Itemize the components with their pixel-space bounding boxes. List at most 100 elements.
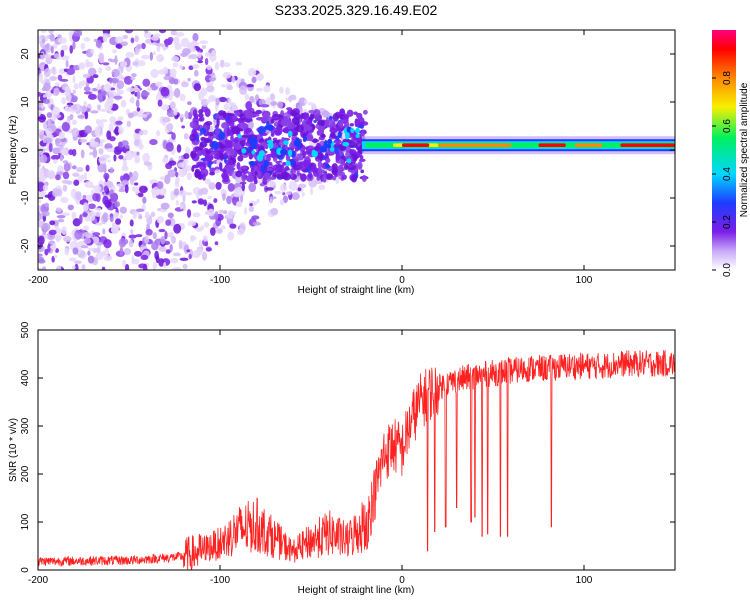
spectrogram-cell bbox=[290, 110, 298, 117]
snr-x-axis-title: Height of straight line (km) bbox=[298, 585, 415, 596]
spectrogram-cell bbox=[156, 54, 165, 63]
spectrogram-cell bbox=[170, 30, 178, 36]
spectrogram-cell bbox=[214, 169, 221, 174]
spectrogram-cell bbox=[176, 144, 182, 153]
spectrogram-cell bbox=[256, 154, 264, 162]
spectrogram-cell bbox=[72, 265, 76, 270]
spectrogram-cell bbox=[259, 116, 269, 121]
spectrogram-cell bbox=[122, 34, 129, 40]
spectrogram-cell bbox=[67, 204, 74, 211]
spectrogram-cell bbox=[246, 174, 255, 183]
spectrogram-cell bbox=[99, 141, 104, 148]
spectrogram-cell bbox=[213, 198, 218, 204]
spectrogram-cell bbox=[156, 42, 164, 47]
spectrogram-cell bbox=[183, 133, 189, 140]
spectrogram-cell bbox=[358, 144, 363, 154]
spectrogram-cell bbox=[62, 235, 72, 243]
spectrogram-cell bbox=[57, 218, 65, 223]
spectrogram-cell bbox=[188, 65, 194, 71]
spectrogram-cell bbox=[106, 147, 113, 153]
spectrogram-cell bbox=[68, 257, 77, 262]
spectrogram-cell bbox=[157, 99, 163, 107]
spectrogram-cell bbox=[353, 111, 358, 115]
spectrogram-cell bbox=[144, 235, 150, 245]
spectrogram-cell bbox=[195, 146, 199, 152]
spectrogram-cell bbox=[111, 222, 116, 226]
spectrogram-cell bbox=[187, 77, 191, 82]
spectrogram-cell bbox=[237, 134, 242, 139]
spectrogram-cell bbox=[189, 133, 197, 142]
spectrogram-cell bbox=[39, 172, 44, 180]
spectrogram-cell bbox=[73, 83, 79, 90]
spectrogram-cell bbox=[223, 155, 227, 163]
spectrogram-cell bbox=[350, 127, 355, 134]
snr-y-tick-label: 200 bbox=[20, 465, 31, 482]
spectrogram-cell bbox=[79, 105, 88, 113]
spectrogram-cell bbox=[226, 216, 234, 225]
spectrogram-cell bbox=[95, 118, 101, 125]
spectrogram-cell bbox=[334, 146, 340, 155]
spectrogram-cell bbox=[123, 156, 128, 160]
spectrogram-cell bbox=[51, 106, 61, 116]
spectrogram-cell bbox=[66, 102, 74, 106]
spectrogram-cell bbox=[135, 208, 145, 213]
spectrogram-cell bbox=[321, 110, 330, 118]
spectrogram-cell bbox=[79, 214, 83, 224]
spectrogram-cell bbox=[72, 41, 76, 50]
chart-title: S233.2025.329.16.49.E02 bbox=[275, 2, 438, 18]
spectrogram-cell bbox=[309, 186, 314, 196]
spectrogram-cell bbox=[190, 235, 197, 241]
spectrogram-cell bbox=[332, 175, 337, 181]
spectrogram-cell bbox=[49, 220, 56, 226]
spectrogram-cell bbox=[40, 104, 44, 109]
spectrogram-cell bbox=[62, 160, 69, 164]
spectrogram-cell bbox=[102, 62, 110, 66]
spectrogram-cell bbox=[160, 235, 166, 245]
spectrogram-cell bbox=[288, 95, 293, 103]
spectrogram-cell bbox=[87, 255, 95, 264]
spectrogram-cell bbox=[130, 77, 136, 81]
spectrogram-y-axis-title: Frequency (Hz) bbox=[8, 116, 19, 185]
spectrogram-cell bbox=[204, 51, 211, 57]
spectrogram-cell bbox=[87, 247, 96, 252]
spectrogram-cell bbox=[98, 66, 103, 74]
spectrogram-cell bbox=[276, 101, 284, 109]
spectrogram-cell bbox=[206, 85, 215, 93]
spectrogram-cell bbox=[329, 133, 336, 138]
spectrogram-cell bbox=[343, 162, 349, 170]
spectrogram-cell bbox=[83, 101, 88, 107]
spectrogram-cell bbox=[206, 64, 212, 71]
spectrogram-cell bbox=[270, 208, 278, 216]
spectrogram-cell bbox=[38, 131, 45, 141]
spectrogram-cell bbox=[239, 166, 248, 170]
spectrogram-cell bbox=[218, 96, 227, 103]
spectrogram-cell bbox=[119, 60, 128, 68]
spectrogram-cell bbox=[150, 68, 159, 78]
spectrogram-cell bbox=[296, 165, 304, 169]
spectrogram-cell bbox=[134, 85, 138, 90]
spectrogram-cell bbox=[244, 111, 254, 120]
spectrogram-cell bbox=[80, 245, 89, 249]
spectrogram-cell bbox=[85, 164, 90, 172]
spectrogram-cell bbox=[87, 250, 91, 256]
spectrogram-cell bbox=[99, 119, 108, 123]
spectrogram-cell bbox=[102, 212, 109, 223]
spectrogram-cell bbox=[324, 173, 334, 179]
spectrogram-cell bbox=[198, 113, 204, 118]
spectrogram-cell bbox=[92, 74, 99, 79]
spectrogram-cell bbox=[103, 83, 112, 93]
spectrogram-cell bbox=[118, 126, 124, 135]
spectrogram-cell bbox=[320, 120, 325, 127]
spectrogram-cell bbox=[297, 183, 307, 189]
spectrogram-cell bbox=[205, 138, 212, 143]
spectrogram-cell bbox=[226, 116, 231, 120]
spectrogram-cell bbox=[235, 61, 243, 66]
spectrogram-cell bbox=[147, 86, 152, 91]
spectrogram-cell bbox=[304, 125, 313, 131]
spectrogram-cell bbox=[122, 259, 127, 268]
spectrogram-cell bbox=[256, 198, 260, 204]
spectrogram-cell bbox=[179, 257, 189, 261]
spectrogram-cell bbox=[338, 164, 344, 172]
spectrogram-cell bbox=[99, 108, 109, 112]
